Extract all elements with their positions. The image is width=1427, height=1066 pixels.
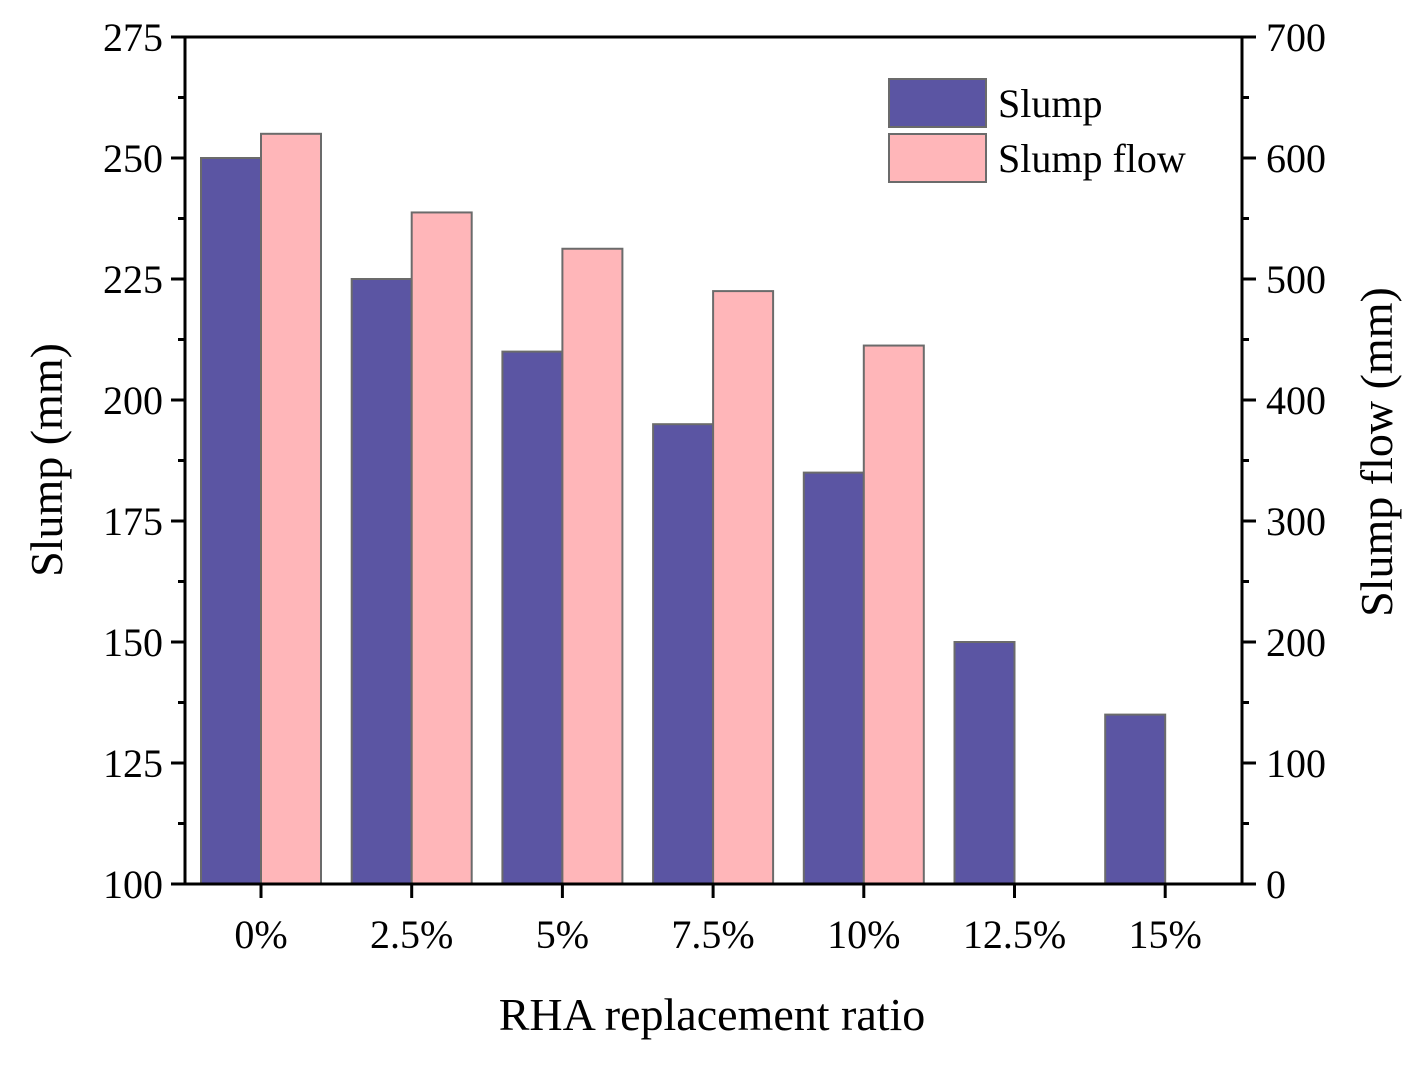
x-tick-label-1: 2.5% [370, 912, 453, 957]
legend-label-slump: Slump [998, 81, 1102, 126]
ticks-group [171, 35, 1256, 898]
y-tick-label-7: 275 [103, 15, 163, 60]
y2-tick-label-7: 700 [1266, 15, 1326, 60]
y2-tick-label-4: 400 [1266, 378, 1326, 423]
x-tick-label-2: 5% [536, 912, 589, 957]
x-tick-label-4: 10% [827, 912, 900, 957]
bar-slump-0 [200, 157, 262, 885]
bar-slump-flow-4 [862, 344, 925, 885]
legend-label-slump-flow: Slump flow [998, 136, 1186, 181]
y2-tick-label-5: 500 [1266, 257, 1326, 302]
tick-labels-group: 100 125 150 175 200 225 250 275 0 100 200 300 400 500… [103, 15, 1326, 957]
y-tick-label-0: 100 [103, 862, 163, 907]
x-axis-title: RHA replacement ratio [499, 989, 926, 1040]
y-axis-title: Slump (mm) [21, 343, 72, 577]
y2-tick-label-2: 200 [1266, 620, 1326, 665]
y-tick-label-5: 225 [103, 257, 163, 302]
bars-group [200, 132, 1167, 886]
y2-tick-label-0: 0 [1266, 862, 1286, 907]
legend: Slump Slump flow [888, 78, 1186, 183]
bar-slump-4 [802, 471, 865, 885]
legend-swatch-slump-flow [888, 133, 987, 183]
y2-tick-label-1: 100 [1266, 741, 1326, 786]
y-tick-label-4: 200 [103, 378, 163, 423]
y2-axis-title: Slump flow (mm) [1351, 287, 1402, 617]
y-tick-label-2: 150 [103, 620, 163, 665]
bar-slump-flow-1 [410, 211, 473, 885]
bar-slump-3 [652, 423, 715, 885]
y-tick-label-6: 250 [103, 136, 163, 181]
y-tick-label-3: 175 [103, 499, 163, 544]
legend-swatch-slump [888, 78, 987, 128]
bar-slump-2 [501, 350, 564, 886]
bar-slump-flow-2 [561, 247, 624, 885]
y2-tick-label-6: 600 [1266, 136, 1326, 181]
y2-tick-label-3: 300 [1266, 499, 1326, 544]
x-tick-label-6: 15% [1129, 912, 1202, 957]
bar-slump-5 [953, 641, 1016, 885]
bar-slump-6 [1104, 713, 1167, 885]
y-tick-label-1: 125 [103, 741, 163, 786]
x-tick-label-3: 7.5% [671, 912, 754, 957]
x-tick-label-5: 12.5% [963, 912, 1066, 957]
bar-slump-1 [350, 278, 413, 885]
x-tick-label-0: 0% [234, 912, 287, 957]
bar-slump-flow-0 [260, 132, 322, 886]
bar-slump-flow-3 [712, 290, 775, 886]
